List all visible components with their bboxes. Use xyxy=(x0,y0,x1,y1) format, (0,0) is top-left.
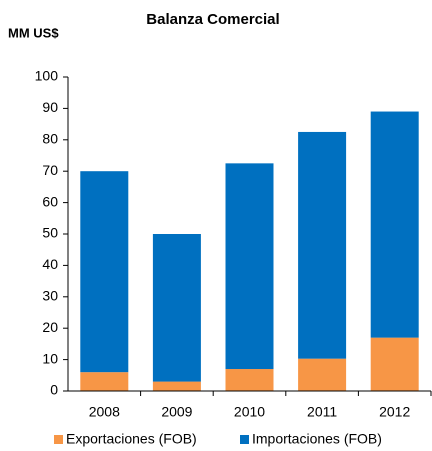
bar-segment xyxy=(225,369,274,391)
y-tick-label: 70 xyxy=(42,162,58,178)
legend-label: Importaciones (FOB) xyxy=(252,431,382,447)
chart-title: Balanza Comercial xyxy=(146,11,279,28)
x-tick-label: 2011 xyxy=(307,404,337,420)
y-tick-label: 100 xyxy=(35,68,59,84)
y-axis-label: MM US$ xyxy=(8,25,59,40)
x-tick-label: 2009 xyxy=(161,404,192,420)
y-tick-label: 60 xyxy=(42,193,58,209)
bar-segment xyxy=(225,163,274,370)
legend-swatch xyxy=(54,435,63,444)
y-tick-label: 80 xyxy=(42,131,58,147)
y-tick-label: 50 xyxy=(42,225,58,241)
bar-segment xyxy=(80,372,129,391)
bar-segment xyxy=(152,381,201,391)
x-tick-label: 2012 xyxy=(379,404,410,420)
bar-segment xyxy=(298,131,347,359)
y-tick-label: 20 xyxy=(42,319,58,335)
bar-segment xyxy=(152,234,201,382)
y-tick-label: 10 xyxy=(42,350,58,366)
x-tick-label: 2010 xyxy=(234,404,265,420)
bar-segment xyxy=(298,358,347,391)
bar-segment xyxy=(80,171,129,373)
y-tick-label: 90 xyxy=(42,99,58,115)
bar-segment xyxy=(370,337,419,391)
legend-label: Exportaciones (FOB) xyxy=(66,431,197,447)
y-tick-label: 0 xyxy=(50,382,58,398)
y-tick-label: 40 xyxy=(42,256,58,272)
x-tick-label: 2008 xyxy=(89,404,120,420)
y-tick-label: 30 xyxy=(42,288,58,304)
bar-segment xyxy=(370,111,419,338)
legend-swatch xyxy=(240,435,249,444)
